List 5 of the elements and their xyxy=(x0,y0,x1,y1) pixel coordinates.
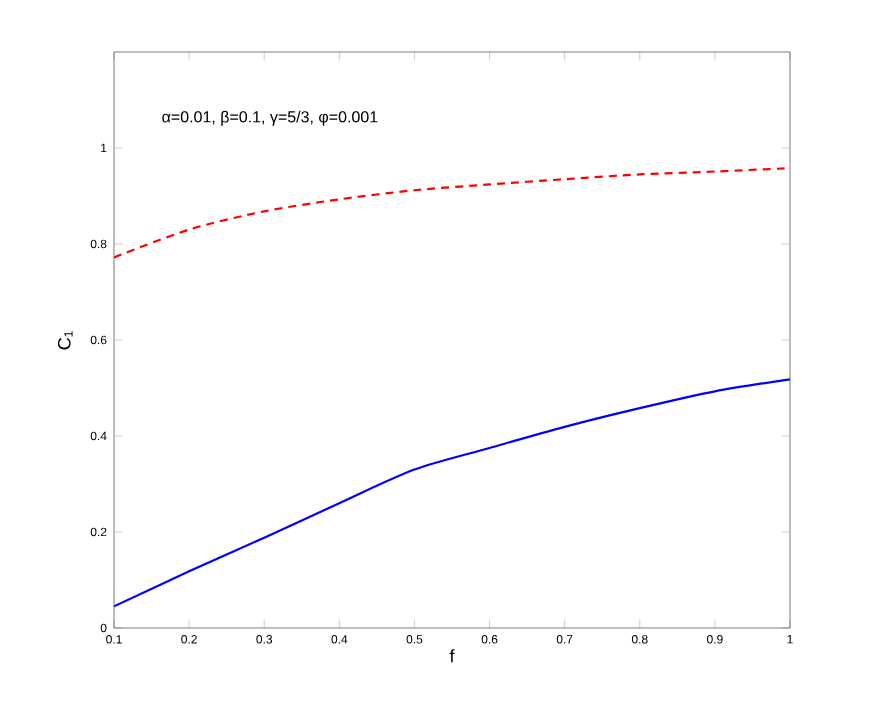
line-series xyxy=(114,167,790,259)
x-axis-title: f xyxy=(449,649,455,663)
line-series xyxy=(114,378,790,608)
y-axis-title: C$_{1}$ xyxy=(57,331,73,350)
annotation: α=0.01, β=0.1, γ=5/3, φ=0.001 xyxy=(162,110,378,126)
